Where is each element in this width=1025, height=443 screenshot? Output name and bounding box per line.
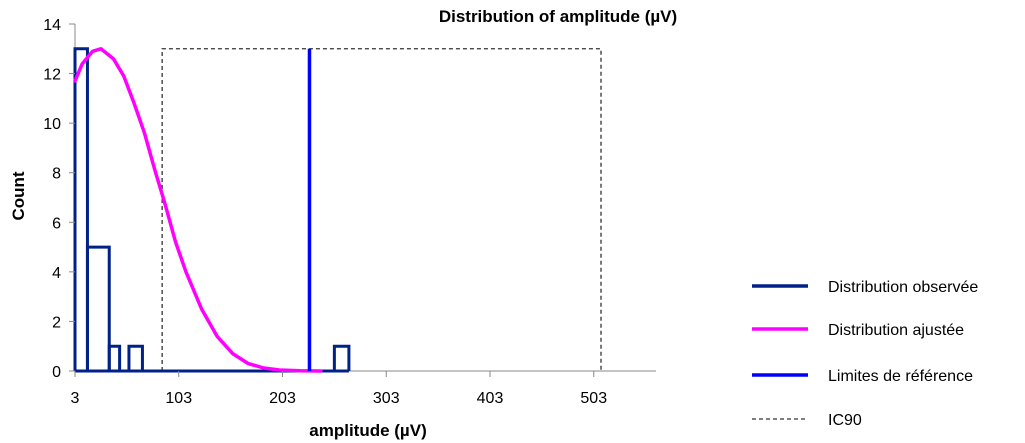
histogram-bar <box>127 344 144 371</box>
ic90-box-outline <box>161 48 602 371</box>
y-tick-label: 2 <box>52 314 61 331</box>
legend-reference-label: Limites de référence <box>828 368 973 385</box>
x-tick-label: 103 <box>165 390 192 407</box>
histogram-bar <box>332 344 351 371</box>
y-tick-label: 6 <box>52 215 61 232</box>
y-tick-label: 10 <box>43 116 61 133</box>
y-tick-label: 0 <box>52 364 61 381</box>
chart-title: Distribution of amplitude (µV) <box>439 7 677 26</box>
legend-ic90-label: IC90 <box>828 412 862 429</box>
histogram-bar <box>85 245 111 371</box>
x-ticks: 3 103 203 303 403 503 <box>71 371 607 407</box>
ic90-box <box>161 48 602 371</box>
x-tick-label: 403 <box>477 390 504 407</box>
legend-observed-label: Distribution observée <box>828 279 978 296</box>
histogram-bar <box>73 47 89 371</box>
legend-fitted-label: Distribution ajustée <box>828 322 964 339</box>
y-tick-label: 8 <box>52 166 61 183</box>
y-axis-label: Count <box>9 171 28 220</box>
y-tick-label: 4 <box>52 265 61 282</box>
fitted-curve <box>73 47 323 373</box>
x-axis-label: amplitude (µV) <box>309 421 426 440</box>
x-tick-label: 203 <box>269 390 296 407</box>
histogram-bar <box>107 344 122 371</box>
fitted-curve-line <box>73 47 323 373</box>
y-tick-label: 12 <box>43 67 61 84</box>
legend: Distribution observée Distribution ajusté… <box>752 279 978 429</box>
x-tick-label: 303 <box>373 390 400 407</box>
y-ticks: 0 2 4 6 8 10 12 14 <box>43 17 75 381</box>
x-tick-label: 503 <box>580 390 607 407</box>
y-tick-label: 14 <box>43 17 61 34</box>
x-tick-label: 3 <box>71 390 80 407</box>
